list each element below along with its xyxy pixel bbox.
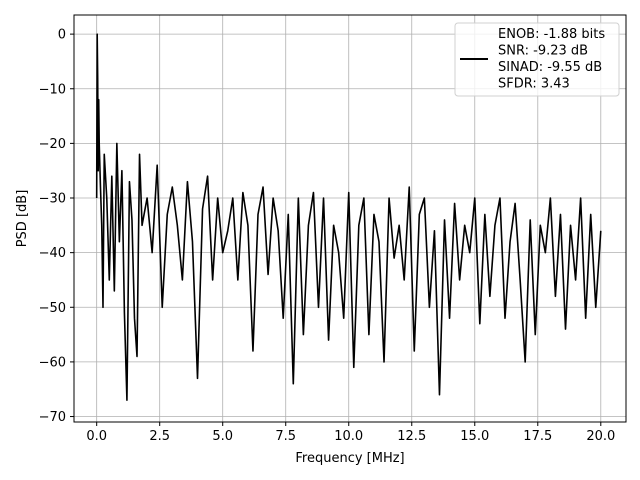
x-tick-label: 10.0 — [334, 429, 363, 444]
y-tick-label: −10 — [39, 82, 66, 97]
y-tick-label: 0 — [58, 28, 66, 43]
x-tick-label: 17.5 — [523, 429, 552, 444]
x-axis-ticks: 0.0 2.5 5.0 7.5 10.0 12.5 15.0 17.5 20.0 — [86, 422, 615, 444]
y-tick-label: −70 — [39, 410, 66, 425]
legend-entry: SNR: -9.23 dB — [498, 44, 588, 59]
y-axis-ticks: 0 −10 −20 −30 −40 −50 −60 −70 — [39, 28, 74, 425]
x-tick-label: 7.5 — [275, 429, 296, 444]
plot-frame — [73, 14, 627, 423]
legend-entry: SFDR: 3.43 — [498, 77, 570, 92]
x-tick-label: 12.5 — [397, 429, 426, 444]
legend-box — [454, 22, 620, 97]
y-tick-label: −40 — [39, 246, 66, 261]
y-tick-label: −60 — [39, 355, 66, 370]
y-tick-label: −20 — [39, 137, 66, 152]
x-tick-label: 15.0 — [460, 429, 489, 444]
x-tick-label: 5.0 — [212, 429, 233, 444]
legend-entry: ENOB: -1.88 bits — [498, 27, 605, 42]
x-tick-label: 2.5 — [149, 429, 170, 444]
psd-series-line — [95, 33, 602, 401]
y-tick-label: −30 — [39, 192, 66, 207]
x-axis-label: Frequency [MHz] — [295, 451, 404, 466]
y-axis-label: PSD [dB] — [15, 190, 30, 248]
series-layer — [95, 33, 602, 401]
x-tick-label: 0.0 — [86, 429, 107, 444]
x-tick-label: 20.0 — [586, 429, 615, 444]
legend-entry: SINAD: -9.55 dB — [498, 60, 602, 75]
y-tick-label: −50 — [39, 301, 66, 316]
